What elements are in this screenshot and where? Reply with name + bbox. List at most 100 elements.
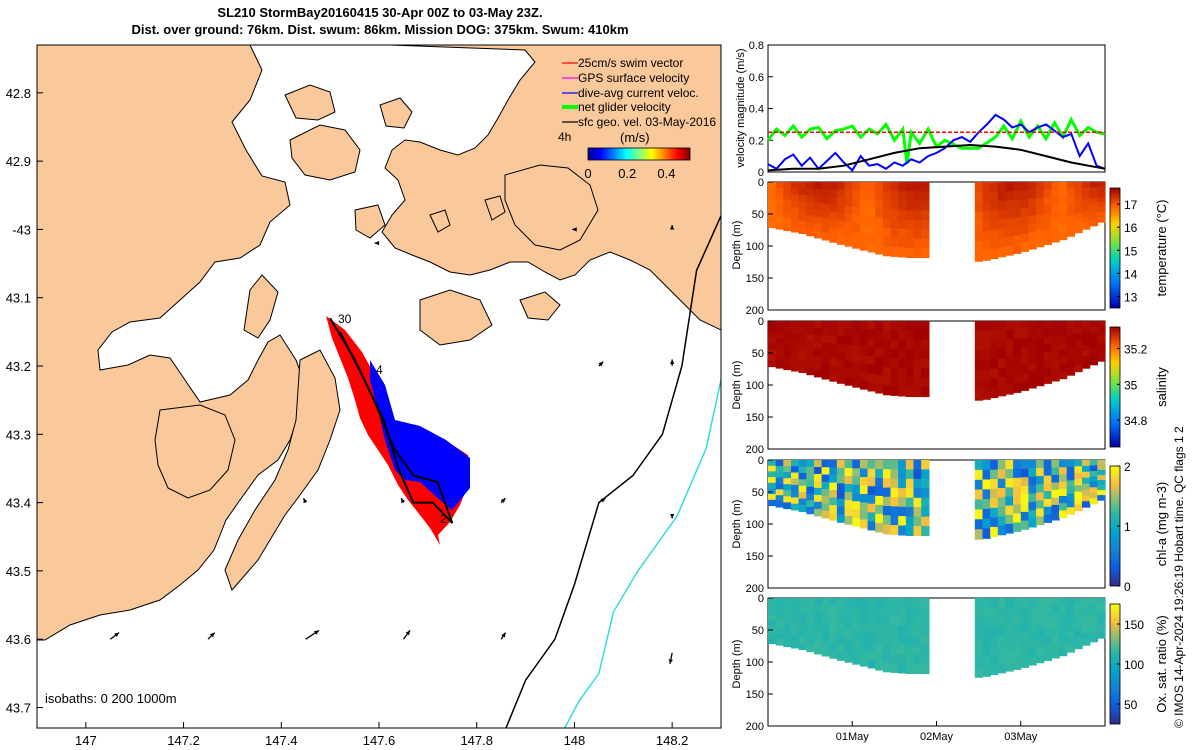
temperature-section-cell xyxy=(1051,182,1060,191)
salinity-section-cell xyxy=(921,330,930,341)
salinity-section-cell xyxy=(974,330,984,342)
temperature-section-cell xyxy=(1066,188,1075,197)
chla-section-cell xyxy=(875,495,884,506)
salinity-section-cell xyxy=(768,321,777,328)
temperature-section-cell xyxy=(783,194,792,201)
oxygen-section-cell xyxy=(1066,604,1075,613)
chla-section-cell xyxy=(1020,477,1030,487)
temperature-section-cell xyxy=(982,211,991,222)
salinity-section-cell xyxy=(905,387,915,397)
temperature-section-cell xyxy=(890,219,899,229)
chla-section-cell xyxy=(1020,520,1030,530)
temperature-section-cell xyxy=(882,200,892,211)
isobath-label: isobaths: 0 200 1000m xyxy=(45,691,177,706)
temperature-section-cell xyxy=(829,212,838,221)
chla-section-cell xyxy=(990,526,999,538)
salinity-section-cell xyxy=(806,334,815,342)
chla-section-cell xyxy=(921,478,930,489)
salinity-section-cell xyxy=(875,356,884,367)
temperature-section-cell xyxy=(1020,233,1030,244)
temperature-section-cell xyxy=(806,188,815,196)
salinity-section-cell xyxy=(775,356,784,363)
salinity-section-cell xyxy=(859,372,869,382)
temperature-section-cell xyxy=(1043,220,1052,230)
salinity-section-cell xyxy=(836,344,846,353)
temperature-section-cell xyxy=(867,190,876,200)
salinity-section-cell xyxy=(1013,329,1022,340)
temperature-section-cell xyxy=(867,208,876,218)
oxygen-section-cell xyxy=(1051,650,1060,659)
chla-section-cell xyxy=(974,509,984,520)
oxygen-section-cell xyxy=(836,605,846,615)
salinity-section-cell xyxy=(783,351,792,358)
oxygen-section-cell xyxy=(859,606,869,616)
temperature-section-cell xyxy=(1082,187,1091,195)
temperature-section-colorbar-tick-label: 15 xyxy=(1124,244,1138,258)
legend-net-glider-label: net glider velocity xyxy=(578,100,671,114)
chla-section-cell xyxy=(1051,497,1060,506)
oxygen-section-cell xyxy=(1051,635,1060,644)
salinity-section-cell xyxy=(974,360,984,371)
dive-avg-current-swath xyxy=(370,360,470,510)
salinity-section-cell xyxy=(882,348,892,359)
oxygen-section-cell xyxy=(1043,613,1052,622)
temperature-section-cell xyxy=(882,218,892,229)
temperature-section-cell xyxy=(836,197,846,206)
salinity-section-cell xyxy=(905,358,915,369)
chla-section-cell xyxy=(1005,469,1014,479)
oxygen-section-cell xyxy=(1013,615,1022,626)
salinity-section-cell xyxy=(921,358,930,369)
oxygen-section-cell xyxy=(890,598,899,608)
chla-section-cell xyxy=(1013,513,1022,523)
oxygen-section-cell xyxy=(1043,621,1052,630)
chla-section-cell xyxy=(829,490,838,499)
chla-section-cell xyxy=(1013,486,1022,497)
oxygen-section-cell xyxy=(882,634,892,645)
land-mass xyxy=(37,45,721,641)
temperature-section-cell xyxy=(1097,217,1106,223)
salinity-section-cell xyxy=(898,358,907,369)
chla-section-cell xyxy=(783,460,792,467)
oxygen-section-cell xyxy=(990,617,999,628)
temperature-section-cell xyxy=(821,182,830,190)
temperature-section-cell xyxy=(768,221,777,229)
oxygen-section-cell xyxy=(982,627,991,638)
oxygen-section-cell xyxy=(852,614,861,624)
geo-velocity-arrow xyxy=(598,361,604,367)
velocity-series-dive_avg xyxy=(767,113,1106,172)
map-x-axis: 147 147.2 147.4 147.6 147.8 148 148.2 xyxy=(75,722,688,748)
chla-section-cell xyxy=(990,479,999,490)
chla-section-cell xyxy=(836,483,846,492)
chla-section-cell xyxy=(852,509,861,519)
salinity-colorbar-label: salinity xyxy=(1154,367,1169,407)
oxygen-section-cell xyxy=(775,627,784,634)
temperature-section-cell xyxy=(775,217,784,224)
temperature-section-cell xyxy=(875,182,884,192)
map-x-tick-label: 148 xyxy=(564,733,586,748)
oxygen-section-cell xyxy=(829,613,838,622)
chla-section-y-tick-label: 150 xyxy=(746,551,764,563)
chla-section-cell xyxy=(1074,491,1083,499)
chla-section-cell xyxy=(821,489,830,497)
geo-velocity-arrow xyxy=(669,513,675,519)
salinity-section-cell xyxy=(1082,356,1091,363)
temperature-section-cell xyxy=(875,208,884,219)
salinity-section-cell xyxy=(890,358,899,368)
temperature-section-cell xyxy=(1005,236,1014,247)
oxygen-section-cell xyxy=(1005,598,1014,608)
salinity-section-cell xyxy=(890,386,899,396)
chla-section-cell xyxy=(1066,480,1075,488)
velocity-y-tick-label: 0.8 xyxy=(749,40,764,52)
salinity-section-cell xyxy=(1036,329,1045,338)
salinity-section-cell xyxy=(1005,330,1014,340)
salinity-section-cell xyxy=(783,333,792,340)
chla-section-cell xyxy=(814,487,823,496)
oxygen-section-cell xyxy=(990,664,999,676)
chla-section-cell xyxy=(806,473,815,481)
chla-section-cell xyxy=(791,497,800,505)
temperature-section-cell xyxy=(875,226,884,237)
chla-section-cell xyxy=(1082,483,1091,491)
chla-section-cell xyxy=(1043,491,1052,500)
map-x-tick-label: 147.4 xyxy=(265,733,298,748)
